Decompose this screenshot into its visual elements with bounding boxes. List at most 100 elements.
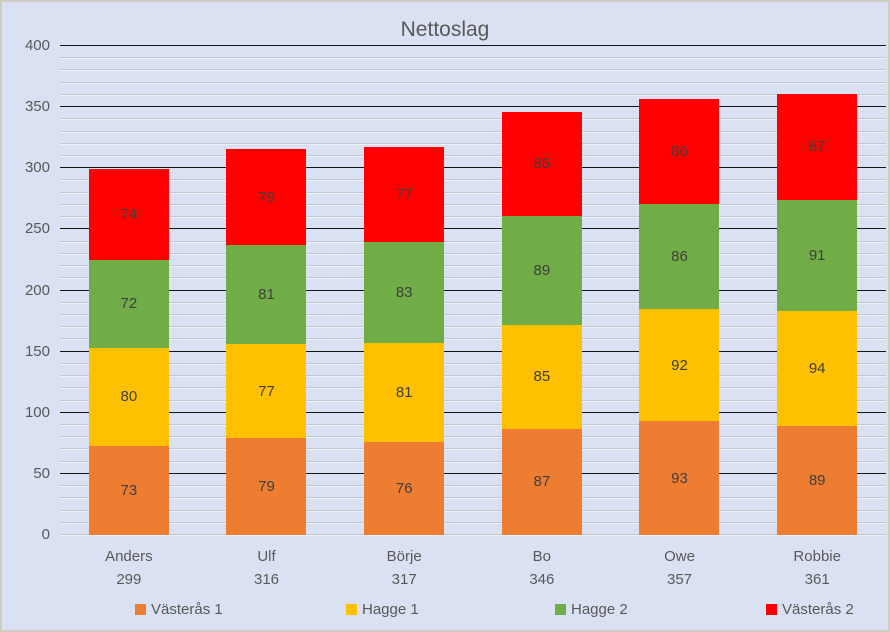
gridline-minor — [60, 399, 886, 401]
bar-slot-ulf: 79 77 81 79 — [198, 46, 336, 535]
gridline-minor — [60, 313, 886, 315]
bar-segment-hagge-2[interactable]: 72 — [88, 259, 169, 348]
bar-segment-västerås-1[interactable]: 73 — [88, 445, 169, 535]
x-axis-category-label: Bo 346 — [473, 545, 611, 595]
bar-segment-value-label: 91 — [808, 247, 826, 265]
bar-slot-robbie: 89 94 91 87 — [748, 46, 886, 535]
gridline-minor — [60, 130, 886, 132]
category-total: 357 — [667, 571, 693, 588]
gridline-minor — [60, 375, 886, 377]
gridline-minor — [60, 423, 886, 425]
gridline-major — [60, 106, 886, 108]
bar-stack: 93 92 86 86 — [639, 46, 720, 535]
bar-segment-hagge-2[interactable]: 89 — [501, 215, 582, 325]
bar-segment-västerås-2[interactable]: 85 — [501, 112, 582, 216]
gridline-minor — [60, 362, 886, 364]
bar-slot-bo: 87 85 89 85 — [473, 46, 611, 535]
bar-segment-västerås-2[interactable]: 79 — [226, 148, 307, 246]
bar-segment-hagge-1[interactable]: 94 — [777, 311, 858, 427]
bar-stack: 79 77 81 79 — [226, 46, 307, 535]
bar-segment-hagge-2[interactable]: 83 — [364, 241, 445, 344]
gridline-minor — [60, 460, 886, 462]
chart-title: Nettoslag — [400, 18, 490, 41]
gridline-minor — [60, 118, 886, 120]
bar-segment-västerås-2[interactable]: 87 — [777, 93, 858, 201]
x-axis-category-label: Robbie 361 — [748, 545, 886, 595]
bar-segment-västerås-1[interactable]: 79 — [226, 438, 307, 535]
y-axis-tick-label: 300 — [24, 159, 50, 177]
legend-item-västerås-1[interactable]: Västerås 1 — [135, 601, 223, 618]
legend-swatch-icon — [135, 604, 146, 615]
legend-item-västerås-2[interactable]: Västerås 2 — [766, 601, 854, 618]
bar-segment-hagge-2[interactable]: 91 — [777, 200, 858, 312]
bar-segment-västerås-2[interactable]: 86 — [639, 98, 720, 204]
bar-segment-value-label: 86 — [671, 142, 688, 160]
bar-segment-value-label: 77 — [395, 186, 413, 204]
bar-segment-västerås-1[interactable]: 93 — [639, 421, 720, 535]
gridline-minor — [60, 277, 886, 279]
legend-label: Hagge 1 — [362, 601, 419, 618]
bar-segment-value-label: 73 — [120, 481, 138, 499]
bar-segment-västerås-1[interactable]: 89 — [777, 426, 858, 535]
y-axis-tick-label: 150 — [24, 342, 50, 360]
category-name: Anders — [105, 548, 153, 565]
bar-stack: 89 94 91 87 — [777, 46, 858, 535]
gridline-minor — [60, 301, 886, 303]
y-axis-tick-label: 250 — [24, 220, 50, 238]
gridline-minor — [60, 436, 886, 438]
category-name: Bo — [532, 548, 552, 565]
category-name: Robbie — [793, 548, 841, 565]
legend-label: Västerås 1 — [151, 601, 223, 618]
bar-segment-value-label: 87 — [533, 473, 551, 491]
gridline-minor — [60, 534, 886, 535]
legend-item-hagge-1[interactable]: Hagge 1 — [346, 601, 419, 618]
y-axis-tick-label: 200 — [24, 281, 50, 299]
bar-segment-västerås-2[interactable]: 77 — [364, 147, 445, 242]
gridline-major — [60, 411, 886, 413]
bar-segment-value-label: 83 — [395, 283, 413, 301]
category-name: Börje — [386, 548, 422, 565]
bar-segment-västerås-1[interactable]: 87 — [501, 428, 582, 535]
y-axis-tick-label: 100 — [24, 403, 50, 421]
gridline-minor — [60, 81, 886, 83]
legend-swatch-icon — [555, 604, 566, 615]
bar-segment-västerås-2[interactable]: 74 — [88, 169, 169, 260]
bar-segment-value-label: 93 — [671, 469, 688, 487]
bar-segment-hagge-1[interactable]: 81 — [364, 343, 445, 443]
bar-segment-hagge-2[interactable]: 81 — [226, 245, 307, 345]
bar-segment-value-label: 77 — [258, 382, 275, 400]
gridline-minor — [60, 509, 886, 511]
legend-label: Västerås 2 — [782, 601, 854, 618]
bar-segment-hagge-1[interactable]: 85 — [501, 324, 582, 429]
bar-segment-value-label: 89 — [808, 472, 826, 490]
bar-segment-hagge-1[interactable]: 77 — [226, 344, 307, 439]
category-total: 317 — [391, 571, 417, 588]
bar-segment-hagge-2[interactable]: 86 — [639, 203, 720, 309]
gridline-minor — [60, 326, 886, 328]
gridline-minor — [60, 93, 886, 95]
gridline-minor — [60, 265, 886, 267]
bar-segment-västerås-1[interactable]: 76 — [364, 442, 445, 535]
gridline-minor — [60, 155, 886, 157]
x-axis: Anders 299 Ulf 316 Börje 317 Bo 346 Owe 357 Robbie… — [60, 545, 886, 595]
bar-segment-value-label: 80 — [120, 388, 138, 406]
bar-segment-value-label: 86 — [671, 247, 688, 265]
legend-item-hagge-2[interactable]: Hagge 2 — [555, 601, 628, 618]
gridline-minor — [60, 497, 886, 499]
bar-segment-value-label: 87 — [808, 138, 826, 156]
bar-segment-hagge-1[interactable]: 92 — [639, 308, 720, 422]
y-axis-tick-label: 400 — [24, 37, 50, 54]
gridline-minor — [60, 216, 886, 218]
bar-segment-hagge-1[interactable]: 80 — [88, 347, 169, 446]
bar-segment-value-label: 76 — [395, 480, 413, 498]
bar-segment-value-label: 92 — [671, 356, 688, 374]
bar-segment-value-label: 89 — [533, 261, 551, 279]
gridline-minor — [60, 69, 886, 71]
category-name: Ulf — [257, 548, 276, 565]
gridline-minor — [60, 521, 886, 523]
gridline-major — [60, 350, 886, 352]
bar-segment-value-label: 72 — [120, 295, 138, 313]
y-axis-tick-label: 350 — [24, 98, 50, 116]
bar-slot-owe: 93 92 86 86 — [611, 46, 749, 535]
